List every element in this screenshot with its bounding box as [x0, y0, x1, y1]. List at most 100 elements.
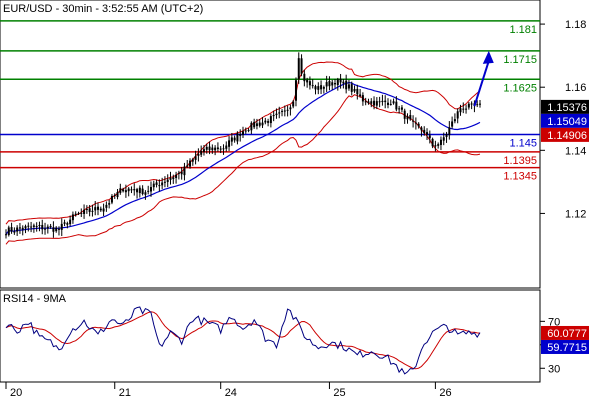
- x-tick-label: 26: [439, 387, 451, 399]
- candle: [233, 135, 236, 143]
- candle: [342, 78, 345, 89]
- candle: [384, 95, 387, 109]
- moving-average-line: [5, 81, 481, 235]
- candle-body: [272, 115, 275, 117]
- candle-body: [110, 195, 113, 203]
- candle: [375, 97, 378, 110]
- rsi-y-tick-label: 30: [548, 363, 560, 375]
- rsi-ma-line: [5, 311, 481, 370]
- candle: [177, 170, 180, 180]
- candle: [38, 221, 41, 232]
- candle-body: [225, 145, 228, 149]
- candle-body: [456, 111, 459, 119]
- candle-body: [255, 123, 258, 127]
- candle: [24, 224, 27, 234]
- arrow-shaft: [473, 60, 490, 107]
- candle-body: [381, 100, 384, 103]
- candle: [476, 100, 479, 108]
- candle-body: [186, 165, 189, 167]
- candle: [85, 205, 88, 214]
- candle-body: [470, 103, 473, 105]
- candle: [200, 145, 203, 158]
- candle-body: [138, 187, 141, 194]
- candle-body: [320, 85, 323, 90]
- candle: [180, 167, 183, 180]
- bollinger-lower: [5, 94, 481, 245]
- x-tick-label: 21: [119, 387, 131, 399]
- candle: [205, 143, 208, 154]
- candle: [456, 108, 459, 124]
- candle-body: [155, 182, 158, 185]
- candle-body: [127, 188, 130, 192]
- candle: [32, 223, 35, 233]
- candle-body: [228, 140, 231, 147]
- candle-body: [211, 147, 214, 151]
- candle: [83, 204, 86, 219]
- candle: [74, 211, 77, 217]
- title-separator-2: -: [92, 3, 102, 15]
- candle-body: [83, 209, 86, 214]
- price-tag-box: [541, 113, 589, 128]
- rsi-value-tag-box: [541, 325, 589, 340]
- candle-body: [175, 174, 178, 179]
- candle: [417, 122, 420, 129]
- candle-body: [49, 225, 52, 227]
- x-axis: 20 21 24 25 26: [5, 382, 452, 399]
- y-tick-label: 1.12: [565, 208, 586, 220]
- candle-body: [426, 132, 429, 135]
- candle-body: [467, 103, 470, 108]
- candle: [225, 141, 228, 152]
- candle-body: [331, 82, 334, 86]
- candle: [94, 201, 97, 216]
- candle-body: [169, 177, 172, 180]
- candle-body: [55, 227, 58, 232]
- rsi-line: [5, 306, 481, 375]
- candle-body: [71, 214, 74, 221]
- candle: [102, 203, 105, 217]
- candle-body: [465, 108, 468, 110]
- candle: [202, 145, 205, 156]
- candle-body: [328, 80, 331, 87]
- candle: [175, 171, 178, 184]
- candle-body: [46, 226, 49, 229]
- moving-average-path: [5, 81, 481, 235]
- candle: [403, 108, 406, 124]
- candle: [255, 118, 258, 130]
- candle: [345, 74, 348, 94]
- candle-body: [261, 122, 264, 126]
- candle: [183, 162, 186, 181]
- candle: [99, 206, 102, 212]
- candle-body: [136, 189, 139, 193]
- candle: [292, 100, 295, 109]
- candle-body: [364, 101, 367, 103]
- candle: [451, 116, 454, 129]
- candle-body: [451, 121, 454, 127]
- candle-body: [264, 120, 267, 123]
- candle: [297, 52, 300, 84]
- level-label: 1.1625: [503, 82, 537, 94]
- candle: [353, 85, 356, 93]
- candle: [275, 108, 278, 119]
- candle-body: [417, 123, 420, 127]
- candle: [30, 221, 33, 233]
- price-panel-frame: [0, 0, 541, 289]
- candle-body: [133, 189, 136, 191]
- candle-body: [345, 80, 348, 90]
- candle: [197, 148, 200, 162]
- candle-body: [308, 81, 311, 86]
- candle-body: [122, 189, 125, 192]
- candle: [420, 126, 423, 137]
- candle-body: [479, 103, 481, 105]
- candle: [320, 80, 323, 95]
- rsi-panel-frame: [0, 289, 541, 383]
- candle: [428, 130, 431, 144]
- rsi-value-tag-label: 60.0777: [547, 328, 587, 340]
- candle-body: [244, 130, 247, 132]
- candle: [306, 77, 309, 88]
- candle-body: [317, 86, 320, 90]
- candle-body: [60, 223, 63, 230]
- candle: [186, 159, 189, 169]
- candle: [161, 177, 164, 190]
- candle: [437, 142, 440, 149]
- candle-body: [152, 183, 155, 188]
